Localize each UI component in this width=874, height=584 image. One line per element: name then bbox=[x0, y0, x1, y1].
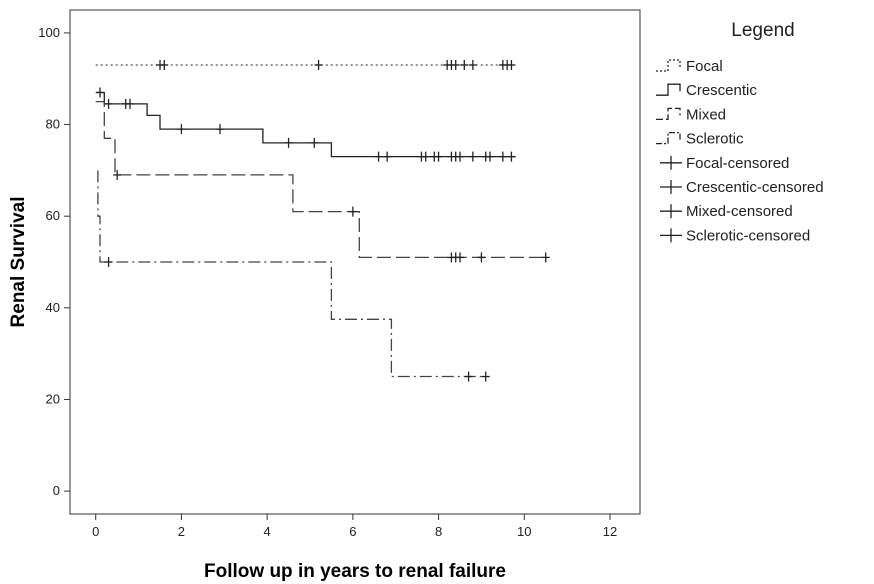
series-mixed bbox=[95, 100, 550, 263]
legend-label: Sclerotic-censored bbox=[686, 227, 810, 244]
censor-mark-mixed bbox=[456, 252, 464, 263]
legend-swatch bbox=[656, 83, 681, 96]
legend-censor-swatch bbox=[660, 155, 682, 170]
legend-item: Sclerotic-censored bbox=[660, 227, 810, 244]
legend-swatch bbox=[656, 131, 681, 145]
censor-mark-mixed bbox=[541, 252, 550, 263]
series-sclerotic bbox=[97, 170, 490, 382]
censor-mark-sclerotic bbox=[104, 257, 113, 267]
censor-mark-crescentic bbox=[434, 151, 443, 162]
censor-mark-mixed bbox=[348, 206, 357, 217]
y-tick-label: 40 bbox=[46, 300, 60, 315]
y-tick-label: 20 bbox=[46, 391, 60, 406]
x-tick-label: 4 bbox=[264, 524, 271, 539]
series-crescentic bbox=[95, 87, 516, 162]
censor-mark-crescentic bbox=[421, 151, 430, 162]
plot-frame bbox=[69, 9, 641, 515]
legend-censor-swatch bbox=[660, 228, 682, 243]
censor-mark-mixed bbox=[477, 252, 486, 263]
censor-mark-crescentic bbox=[468, 151, 477, 162]
legend-item: Sclerotic bbox=[656, 131, 744, 148]
legend-label: Crescentic-censored bbox=[686, 179, 824, 196]
censor-mark-sclerotic bbox=[481, 371, 490, 382]
legend-item: Crescentic bbox=[656, 82, 757, 99]
y-axis-title: Renal Survival bbox=[8, 197, 29, 328]
legend-censor-swatch bbox=[660, 204, 682, 219]
legend-censor-swatch bbox=[660, 180, 682, 194]
x-tick-label: 0 bbox=[92, 524, 99, 539]
legend-item: Mixed-censored bbox=[660, 203, 793, 220]
y-tick-label: 80 bbox=[46, 117, 60, 132]
legend-item: Mixed bbox=[656, 106, 726, 123]
series-focal bbox=[95, 59, 516, 70]
censor-mark-crescentic bbox=[177, 124, 186, 135]
censor-mark-focal bbox=[507, 59, 516, 70]
censor-mark-crescentic bbox=[310, 137, 319, 148]
x-tick-label: 2 bbox=[178, 524, 185, 539]
legend-item: Focal bbox=[656, 58, 723, 75]
censor-mark-focal bbox=[314, 59, 323, 70]
x-axis-title: Follow up in years to renal failure bbox=[204, 561, 506, 582]
legend-label: Sclerotic bbox=[686, 131, 744, 148]
series-line-sclerotic bbox=[97, 170, 486, 378]
series-line-crescentic bbox=[95, 91, 516, 158]
x-tick-label: 8 bbox=[435, 524, 442, 539]
censor-mark-crescentic bbox=[486, 151, 494, 162]
x-tick-label: 10 bbox=[517, 524, 531, 539]
x-tick-label: 6 bbox=[349, 524, 356, 539]
censor-mark-crescentic bbox=[374, 151, 383, 162]
censor-mark-focal bbox=[451, 59, 460, 70]
censor-mark-crescentic bbox=[104, 98, 113, 109]
censor-mark-focal bbox=[468, 59, 477, 70]
legend-item: Focal-censored bbox=[660, 155, 789, 172]
y-tick-label: 0 bbox=[53, 483, 60, 498]
legend-swatch bbox=[656, 107, 681, 121]
censor-mark-crescentic bbox=[216, 124, 224, 135]
censor-mark-sclerotic bbox=[464, 371, 473, 382]
legend-label: Crescentic bbox=[686, 82, 757, 99]
censor-mark-crescentic bbox=[284, 137, 293, 148]
series-line-mixed bbox=[95, 100, 546, 259]
legend-swatch bbox=[656, 59, 681, 72]
censor-mark-crescentic bbox=[498, 151, 507, 162]
axes: 0 2 4 6 8 10 12 0 20 40 60 80 100 bbox=[38, 9, 641, 539]
legend-label: Mixed bbox=[686, 106, 726, 123]
censor-mark-crescentic bbox=[456, 151, 464, 162]
censor-mark-focal bbox=[160, 59, 169, 70]
series-layer bbox=[95, 59, 550, 382]
censor-mark-focal bbox=[460, 59, 469, 70]
y-tick-label: 100 bbox=[38, 25, 60, 40]
legend: Focal Crescentic Mixed Sclerotic Focal-censo… bbox=[656, 58, 824, 244]
legend-item: Crescentic-censored bbox=[660, 179, 824, 196]
legend-title: Legend bbox=[731, 20, 794, 41]
censor-mark-mixed bbox=[113, 169, 122, 180]
censor-mark-crescentic bbox=[507, 151, 516, 162]
censor-mark-crescentic bbox=[126, 98, 134, 109]
x-tick-label: 12 bbox=[603, 524, 617, 539]
censor-mark-crescentic bbox=[383, 151, 392, 162]
legend-label: Focal-censored bbox=[686, 155, 789, 172]
censor-mark-crescentic bbox=[96, 87, 104, 98]
legend-label: Mixed-censored bbox=[686, 203, 793, 220]
legend-label: Focal bbox=[686, 58, 723, 75]
y-tick-label: 60 bbox=[46, 208, 60, 223]
